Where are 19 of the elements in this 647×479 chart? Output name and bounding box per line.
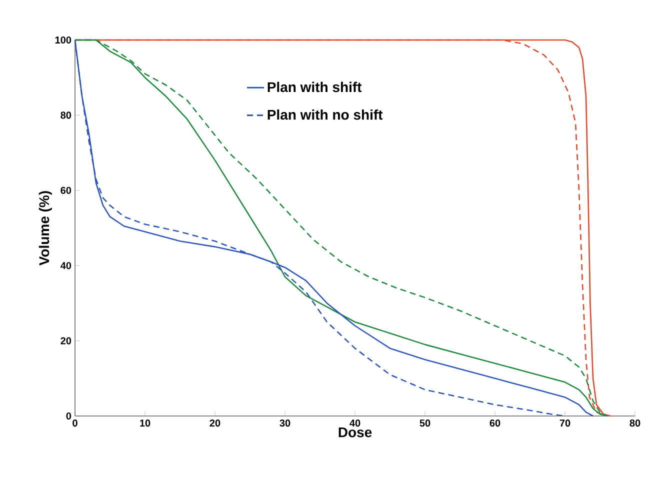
x-tick-label: 60	[490, 420, 500, 427]
y-tick-label: 80	[60, 112, 72, 119]
x-tick-label: 10	[140, 420, 150, 427]
x-tick-label: 30	[280, 420, 290, 427]
x-tick-label: 70	[560, 420, 570, 427]
y-tick-label: 20	[60, 337, 72, 344]
x-tick-label: 80	[630, 420, 640, 427]
x-tick-label: 50	[420, 420, 430, 427]
legend-label: Plan with shift	[268, 82, 362, 92]
y-axis-title: Volume (%)	[38, 191, 52, 266]
x-tick-label: 40	[350, 420, 360, 427]
legend-label: Plan with no shift	[268, 109, 383, 120]
x-axis-title: Dose	[338, 428, 372, 438]
x-tick-label: 0	[72, 420, 78, 427]
y-tick-label: 60	[60, 186, 72, 194]
y-tick-label: 0	[66, 412, 72, 420]
y-tick-label: 100	[55, 36, 72, 44]
x-tick-label: 20	[210, 420, 220, 427]
y-tick-label: 40	[60, 262, 72, 270]
